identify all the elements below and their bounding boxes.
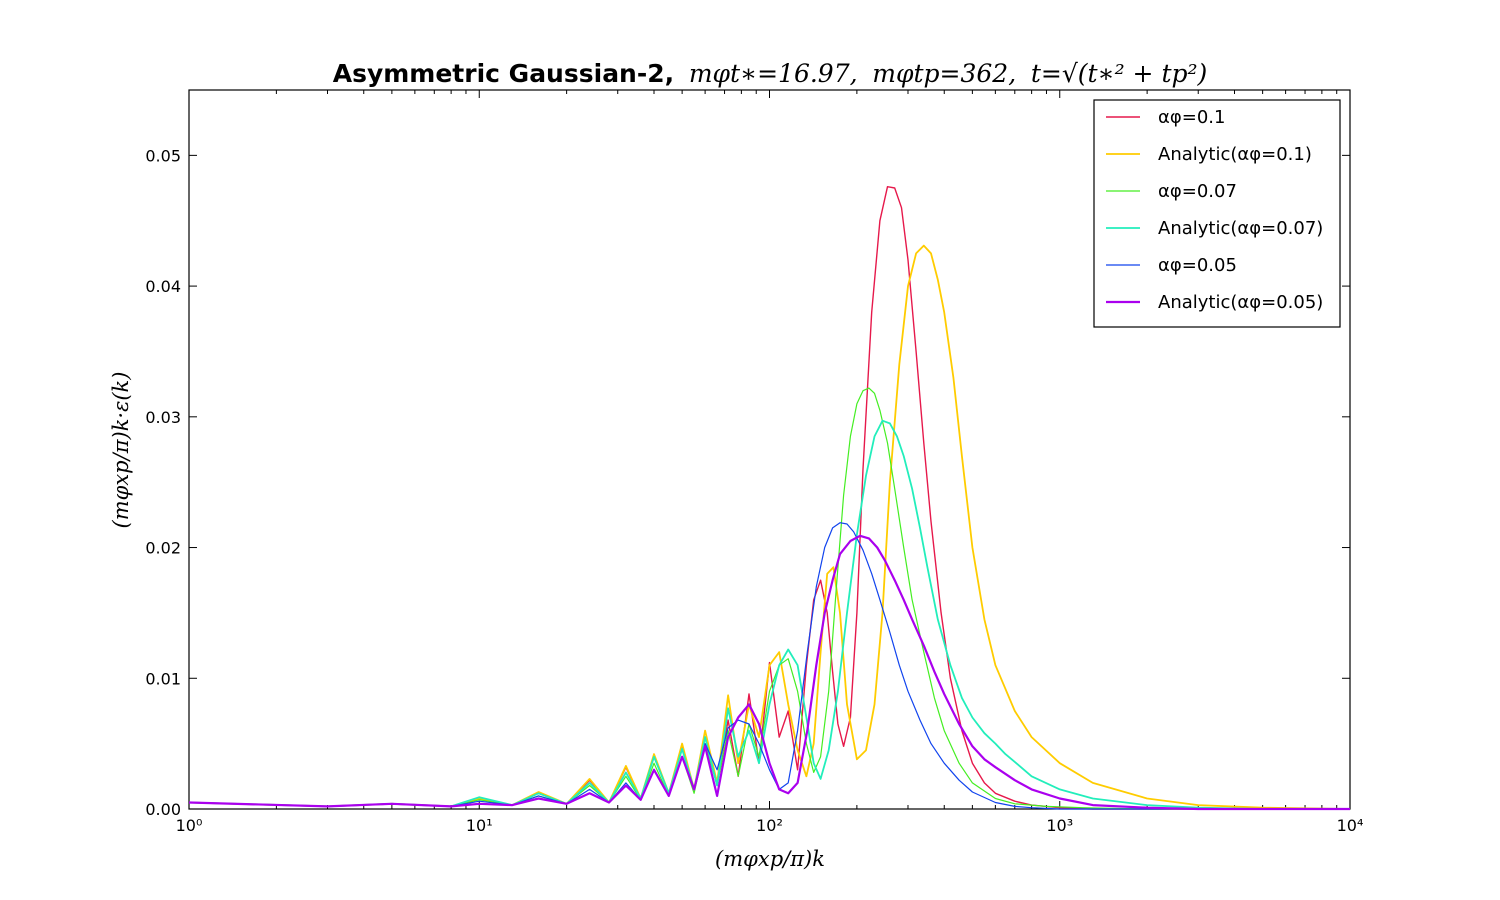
y-axis-label: (mφxp/π)k·ε(k) <box>109 372 133 529</box>
x-tick-label: 10³ <box>1046 816 1073 835</box>
legend-label-2: αφ=0.07 <box>1158 181 1237 202</box>
axis-ticks: 10⁰ 10¹ 10² 10³ 10⁴ 0.00 0.01 0.02 0.03 0.04 0.05 <box>145 90 1363 835</box>
x-tick-label: 10⁰ <box>176 816 203 835</box>
legend-label-3: Analytic(αφ=0.07) <box>1158 218 1323 239</box>
legend-label-4: αφ=0.05 <box>1158 255 1237 276</box>
chart-title-part1: mφt∗=16.97, <box>689 59 858 88</box>
y-tick-label: 0.02 <box>145 539 181 558</box>
legend-label-0: αφ=0.1 <box>1158 107 1225 128</box>
legend-label-1: Analytic(αφ=0.1) <box>1158 144 1312 165</box>
y-tick-label: 0.01 <box>145 669 181 688</box>
chart-title-prefix: Asymmetric Gaussian-2, <box>333 59 674 88</box>
chart-title-part3: t=√(t∗² + tp²) <box>1031 59 1207 88</box>
chart-title: Asymmetric Gaussian-2, mφt∗=16.97, mφtp=… <box>333 59 1208 88</box>
chart-title-part2: mφtp=362, <box>872 59 1016 88</box>
series-line-4 <box>188 522 1350 810</box>
x-tick-label: 10² <box>756 816 783 835</box>
x-axis-label: (mφxp/π)k <box>715 847 825 871</box>
legend-label-5: Analytic(αφ=0.05) <box>1158 292 1323 313</box>
series-line-5 <box>188 534 1350 811</box>
y-tick-label: 0.04 <box>145 277 181 296</box>
y-tick-label: 0.00 <box>145 800 181 819</box>
y-tick-label: 0.05 <box>145 146 181 165</box>
x-tick-label: 10¹ <box>466 816 493 835</box>
series-line-3 <box>188 419 1350 810</box>
legend-box <box>1093 99 1341 328</box>
series-lines <box>188 186 1351 811</box>
y-tick-label: 0.03 <box>145 408 181 427</box>
legend: αφ=0.1 Analytic(αφ=0.1) αφ=0.07 Analytic(αφ… <box>1093 99 1341 328</box>
x-tick-label: 10⁴ <box>1337 816 1364 835</box>
